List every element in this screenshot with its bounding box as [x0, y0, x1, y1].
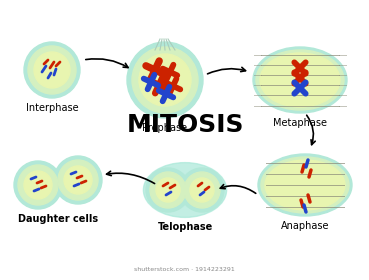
- Ellipse shape: [258, 154, 352, 216]
- Circle shape: [14, 161, 62, 209]
- Text: Interphase: Interphase: [26, 103, 78, 113]
- Ellipse shape: [265, 160, 345, 210]
- Ellipse shape: [260, 53, 340, 107]
- Circle shape: [139, 54, 191, 106]
- Circle shape: [190, 178, 214, 202]
- Text: Telophase: Telophase: [157, 222, 213, 232]
- Circle shape: [180, 168, 224, 212]
- Circle shape: [54, 156, 102, 204]
- Ellipse shape: [144, 163, 227, 217]
- Circle shape: [132, 47, 198, 113]
- Ellipse shape: [253, 47, 347, 113]
- FancyArrowPatch shape: [220, 185, 256, 193]
- Circle shape: [184, 172, 220, 208]
- Ellipse shape: [256, 50, 344, 110]
- FancyArrowPatch shape: [86, 59, 128, 67]
- Ellipse shape: [261, 157, 349, 213]
- Text: Daughter cells: Daughter cells: [18, 214, 98, 224]
- Circle shape: [150, 172, 186, 208]
- Circle shape: [156, 178, 180, 202]
- Text: MITOSIS: MITOSIS: [126, 113, 244, 137]
- FancyArrowPatch shape: [307, 115, 315, 145]
- Circle shape: [18, 165, 58, 205]
- Circle shape: [24, 171, 52, 199]
- Circle shape: [64, 166, 92, 194]
- Circle shape: [127, 42, 203, 118]
- Text: Prophase: Prophase: [142, 123, 187, 133]
- FancyArrowPatch shape: [107, 171, 155, 184]
- Circle shape: [146, 168, 190, 212]
- Circle shape: [58, 160, 98, 200]
- Text: Anaphase: Anaphase: [281, 221, 329, 231]
- Text: shutterstock.com · 1914223291: shutterstock.com · 1914223291: [134, 267, 234, 272]
- FancyArrowPatch shape: [207, 67, 245, 74]
- Circle shape: [34, 52, 70, 88]
- Circle shape: [24, 42, 80, 98]
- Text: Metaphase: Metaphase: [273, 118, 327, 128]
- Circle shape: [28, 46, 76, 94]
